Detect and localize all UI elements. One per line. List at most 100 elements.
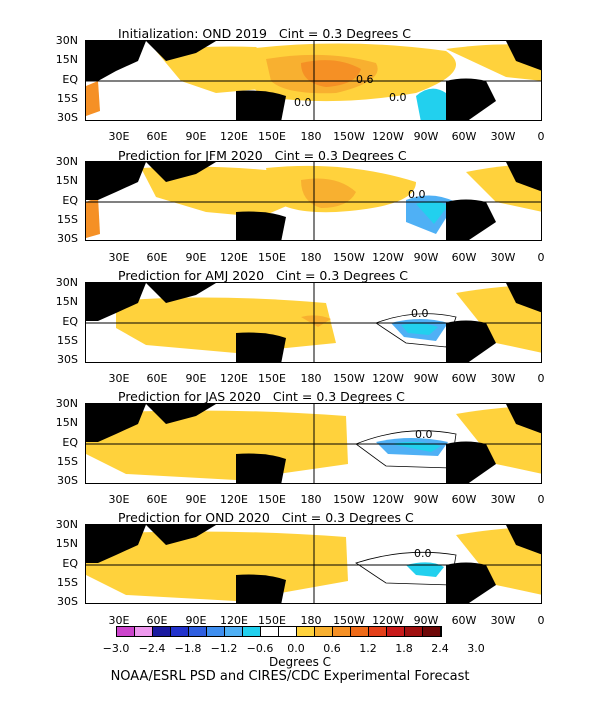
land-mass-australia — [236, 90, 286, 120]
longitude-label: 30E — [108, 251, 130, 264]
longitude-label: 120W — [372, 614, 404, 627]
latitude-label: 30S — [57, 595, 78, 608]
longitude-label: 180 — [300, 372, 322, 385]
colorbar-tick-label: −1.2 — [210, 642, 238, 655]
latitude-label: EQ — [62, 556, 78, 570]
land-mass-asia — [146, 283, 216, 303]
latitude-label: EQ — [62, 314, 78, 328]
cool-anomaly-region — [416, 200, 448, 224]
longitude-label: 150E — [258, 130, 286, 143]
longitude-label: 60E — [146, 372, 168, 385]
colorbar-swatch — [189, 627, 207, 636]
colorbar-tick-label: −0.6 — [246, 642, 274, 655]
longitude-label: 30E — [108, 372, 130, 385]
land-mass-australia — [236, 574, 286, 603]
longitude-label: 30E — [108, 493, 130, 506]
longitude-label: 180 — [300, 614, 322, 627]
colorbar-tick-label: 2.4 — [431, 642, 449, 655]
contour-label: 0.0 — [389, 91, 407, 104]
colorbar-swatch — [117, 627, 135, 636]
colorbar-tick-label: −1.8 — [174, 642, 202, 655]
colorbar-swatch — [297, 627, 315, 636]
colorbar-swatch — [207, 627, 225, 636]
colorbar-tick-label: −3.0 — [102, 642, 130, 655]
latitude-label: 15N — [55, 295, 78, 309]
longitude-label: 60E — [146, 130, 168, 143]
longitude-label: 150W — [333, 130, 365, 143]
longitude-label: 0 — [537, 372, 545, 385]
latitude-label: 30N — [55, 397, 78, 410]
longitude-label: 150W — [333, 493, 365, 506]
latitude-label: 30S — [57, 474, 78, 487]
longitude-label: 90W — [413, 130, 439, 143]
longitude-label: 90W — [413, 251, 439, 264]
colorbar-swatch — [153, 627, 171, 636]
warm-anomaly-region — [116, 297, 336, 353]
land-mass-africa-asia — [86, 404, 146, 442]
latitude-label: 15N — [55, 53, 78, 67]
latitude-label: 30S — [57, 111, 78, 124]
longitude-label: 0 — [537, 493, 545, 506]
contour-label: 0.0 — [415, 428, 433, 441]
colorbar — [116, 626, 442, 637]
contour-label: 0.0 — [294, 96, 312, 109]
longitude-label: 60E — [146, 614, 168, 627]
warm-anomaly-region — [86, 197, 100, 238]
longitude-label: 150E — [258, 614, 286, 627]
cool-anomaly-region — [401, 323, 438, 335]
latitude-label: 15N — [55, 174, 78, 188]
longitude-label: 150E — [258, 493, 286, 506]
panel-title-5: Prediction for OND 2020 Cint = 0.3 Degre… — [118, 510, 414, 525]
land-mass-asia — [146, 41, 216, 61]
longitude-label: 120E — [220, 493, 248, 506]
longitude-label: 0 — [537, 251, 545, 264]
land-mass-asia — [146, 525, 216, 545]
latitude-label: EQ — [62, 435, 78, 449]
latitude-label: 15N — [55, 416, 78, 430]
latitude-label: 30S — [57, 232, 78, 245]
longitude-label: 120E — [220, 130, 248, 143]
longitude-label: 0 — [537, 614, 545, 627]
colorbar-swatch — [279, 627, 297, 636]
contour-label: 0.0 — [408, 188, 426, 201]
land-mass-asia — [146, 404, 216, 424]
longitude-label: 60W — [451, 251, 477, 264]
land-mass-africa — [506, 41, 541, 71]
colorbar-swatch — [423, 627, 441, 636]
longitude-label: 120E — [220, 614, 248, 627]
longitude-label: 90W — [413, 372, 439, 385]
latitude-label: 15S — [57, 454, 78, 468]
longitude-label: 30W — [490, 130, 516, 143]
colorbar-swatch — [243, 627, 261, 636]
colorbar-swatch — [315, 627, 333, 636]
longitude-label: 30W — [490, 614, 516, 627]
longitude-label: 30E — [108, 614, 130, 627]
panel-title-4: Prediction for JAS 2020 Cint = 0.3 Degre… — [118, 389, 405, 404]
sst-anomaly-map-panel-3: 0.0 — [85, 282, 542, 363]
warm-anomaly-region — [301, 178, 356, 208]
longitude-label: 150W — [333, 372, 365, 385]
latitude-label: 30N — [55, 34, 78, 47]
land-mass-australia — [236, 211, 286, 240]
latitude-label: 30N — [55, 518, 78, 531]
warm-anomaly-region — [301, 60, 361, 87]
land-mass-south-america — [446, 78, 496, 120]
warm-anomaly-region — [86, 81, 100, 116]
latitude-label: EQ — [62, 72, 78, 86]
longitude-label: 60W — [451, 130, 477, 143]
latitude-label: EQ — [62, 193, 78, 207]
colorbar-swatch — [387, 627, 405, 636]
latitude-label: 30N — [55, 155, 78, 168]
colorbar-swatch — [171, 627, 189, 636]
longitude-label: 120W — [372, 372, 404, 385]
sst-anomaly-map-panel-5: 0.0 — [85, 524, 542, 604]
longitude-label: 150W — [333, 614, 365, 627]
longitude-label: 0 — [537, 130, 545, 143]
contour-label: 0.0 — [411, 307, 429, 320]
longitude-label: 60W — [451, 372, 477, 385]
cool-anomaly-region — [416, 88, 446, 120]
longitude-label: 60E — [146, 493, 168, 506]
colorbar-swatch — [135, 627, 153, 636]
colorbar-tick-label: −2.4 — [138, 642, 166, 655]
land-mass-africa-asia — [86, 41, 146, 81]
